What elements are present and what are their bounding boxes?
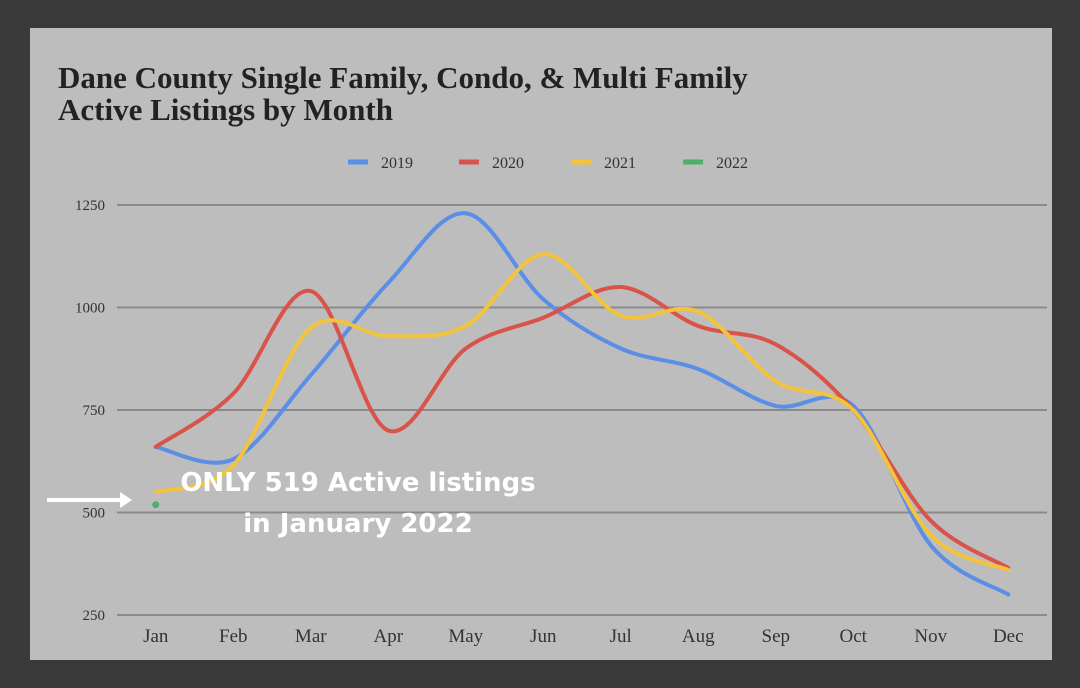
series-line [153, 211, 1011, 597]
x-tick-label: Jun [530, 626, 557, 647]
x-tick-label: Jul [610, 626, 632, 647]
series-line [153, 252, 1011, 572]
legend-label: 2019 [381, 155, 413, 172]
annotation: in January 2022 [243, 509, 472, 539]
x-tick-label: Jan [143, 626, 169, 647]
chart-title: Dane County Single Family, Condo, & Mult… [58, 60, 748, 95]
x-tick-label: Mar [295, 626, 327, 647]
legend-label: 2021 [604, 155, 636, 172]
x-tick-label: Aug [682, 626, 715, 647]
x-tick-label: Feb [219, 626, 248, 647]
y-tick-label: 1250 [75, 198, 105, 214]
y-tick-label: 1000 [75, 301, 105, 317]
arrow-head [120, 492, 132, 508]
x-tick-label: May [448, 626, 483, 647]
legend-label: 2020 [492, 155, 524, 172]
x-tick-label: Apr [373, 626, 403, 647]
x-tick-label: Sep [762, 626, 791, 647]
legend-label: 2022 [716, 155, 748, 172]
x-tick-label: Oct [840, 626, 868, 647]
y-tick-label: 750 [83, 403, 106, 419]
plot: 250 500 750 1000 1250 Jan Feb Mar Apr May Jun Jul Au… [75, 155, 1047, 647]
y-tick-label: 500 [83, 506, 106, 522]
panel [30, 28, 1052, 660]
x-tick-label: Nov [914, 626, 947, 647]
chart-title: Active Listings by Month [58, 92, 393, 127]
x-tick-label: Dec [993, 626, 1024, 647]
annotation: ONLY 519 Active listings [180, 468, 535, 498]
y-tick-label: 250 [83, 608, 106, 624]
point [152, 501, 160, 509]
